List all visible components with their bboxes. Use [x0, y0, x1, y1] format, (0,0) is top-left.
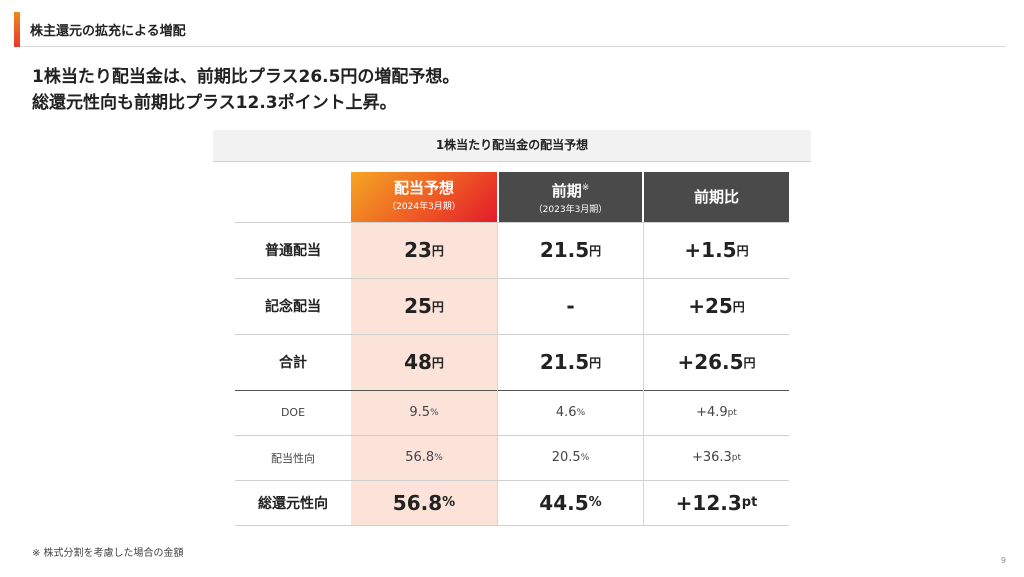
cell-change: +26.5 円 — [677, 350, 756, 374]
cell-change: +36.3 pt — [691, 450, 742, 465]
row-label: 記念配当 — [265, 299, 321, 315]
headline: 1株当たり配当金は、前期比プラス26.5円の増配予想。 総還元性向も前期比プラス… — [32, 64, 459, 116]
row-divider — [235, 525, 789, 526]
column-divider — [497, 222, 498, 525]
cell-change: +1.5 円 — [684, 238, 749, 262]
header-change: 前期比 — [644, 172, 789, 222]
cell-change: +4.9 pt — [696, 405, 737, 420]
header-change-title: 前期比 — [693, 188, 739, 206]
header-forecast-title: 配当予想 — [393, 179, 454, 197]
cell-change: +25 円 — [688, 294, 745, 318]
row-divider — [235, 334, 789, 335]
cell-previous: 4.6% — [555, 405, 586, 420]
row-divider — [235, 435, 789, 436]
cell-previous: 44.5% — [539, 490, 602, 515]
header-forecast: 配当予想 （2024年3月期） — [351, 172, 497, 222]
cell-forecast: 56.8% — [405, 450, 443, 465]
header-forecast-sub: （2024年3月期） — [387, 202, 461, 212]
forecast-column-highlight — [351, 222, 497, 525]
cell-change: +12.3 pt — [675, 490, 758, 515]
headline-line-2: 総還元性向も前期比プラス12.3ポイント上昇。 — [32, 93, 397, 113]
cell-forecast: 56.8% — [392, 490, 456, 515]
header-previous-title: 前期 — [551, 182, 582, 200]
page-number: 9 — [1000, 556, 1006, 565]
row-divider — [235, 390, 789, 391]
row-label: 普通配当 — [265, 243, 321, 259]
column-divider — [643, 222, 644, 525]
cell-previous: 20.5% — [551, 450, 590, 465]
footnote: ※ 株式分割を考慮した場合の金額 — [32, 548, 184, 559]
row-label: 合計 — [279, 355, 307, 371]
header-previous-sub: （2023年3月期） — [533, 205, 608, 215]
row-label: 配当性向 — [271, 451, 315, 465]
row-label: 総還元性向 — [258, 495, 328, 512]
table-caption: 1株当たり配当金の配当予想 — [213, 130, 811, 162]
row-label: DOE — [280, 406, 306, 419]
headline-line-1: 1株当たり配当金は、前期比プラス26.5円の増配予想。 — [32, 67, 460, 87]
cell-previous: - — [566, 294, 575, 318]
row-divider — [235, 278, 789, 279]
row-divider — [235, 222, 789, 223]
cell-forecast: 9.5% — [409, 405, 439, 420]
cell-forecast: 25 円 — [404, 294, 444, 318]
cell-previous: 21.5 円 — [539, 238, 602, 262]
footnote-mark: ※ — [581, 183, 590, 193]
cell-forecast: 48 円 — [404, 350, 444, 374]
cell-forecast: 23 円 — [404, 238, 444, 262]
title-accent-bar — [14, 12, 20, 47]
cell-previous: 21.5 円 — [539, 350, 602, 374]
header-previous: 前期※ （2023年3月期） — [499, 172, 642, 222]
section-title: 株主還元の拡充による増配 — [30, 24, 186, 39]
title-bar: 株主還元の拡充による増配 — [14, 12, 1006, 47]
row-divider — [235, 480, 789, 481]
